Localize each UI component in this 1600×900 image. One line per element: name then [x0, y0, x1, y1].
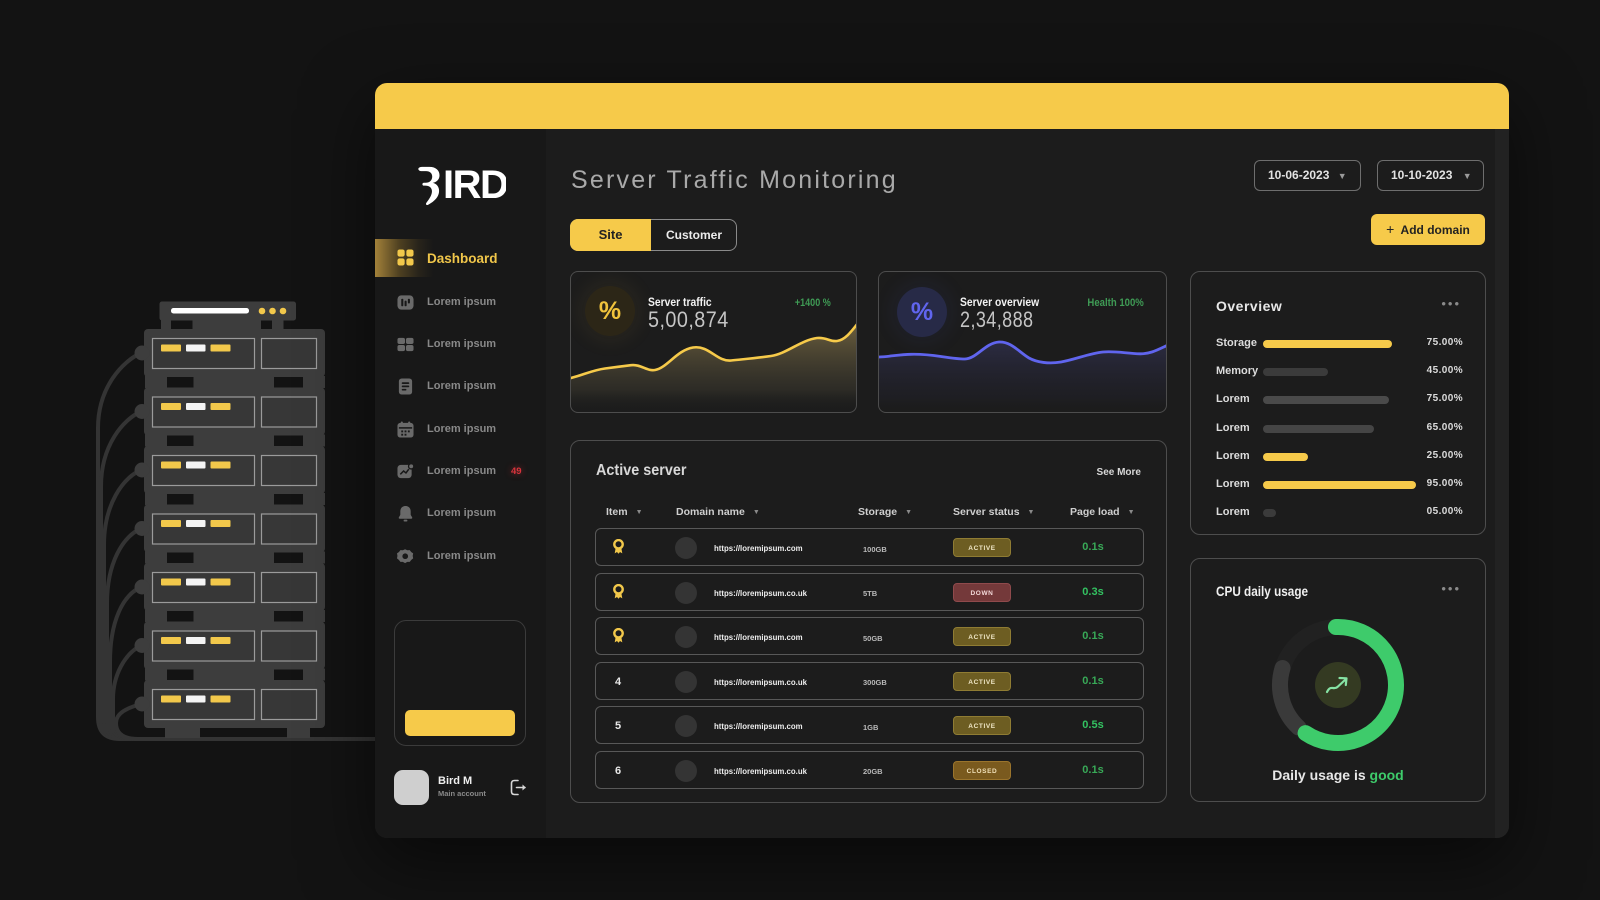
svg-text:IRD: IRD [443, 163, 506, 207]
